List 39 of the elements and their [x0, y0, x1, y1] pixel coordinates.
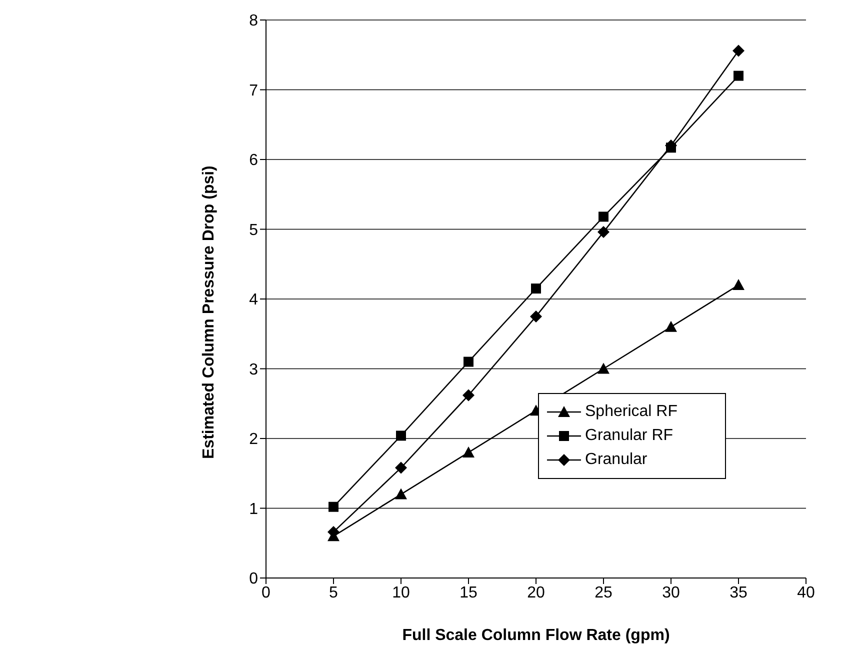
y-tick-label: 1 [249, 500, 258, 518]
point [396, 430, 406, 441]
x-axis-title: Full Scale Column Flow Rate (gpm) [402, 627, 670, 644]
y-tick-label: 4 [249, 292, 258, 309]
point [732, 44, 744, 57]
y-tick-label: 6 [249, 152, 258, 170]
point [464, 356, 474, 367]
point [395, 488, 407, 500]
point [530, 310, 542, 322]
x-tick-label: 5 [329, 584, 338, 602]
x-tick-label: 15 [460, 584, 478, 602]
point [395, 462, 407, 474]
x-tick-label: 40 [797, 584, 815, 602]
x-tick-label: 25 [594, 584, 612, 602]
x-tick-label: 0 [262, 584, 271, 602]
x-tick-label: 30 [662, 584, 680, 602]
point [665, 320, 677, 332]
y-axis-title: Estimated Column Pressure Drop (psi) [200, 166, 218, 459]
point [328, 502, 338, 512]
y-tick-label: 7 [249, 82, 258, 100]
x-tick-label: 20 [527, 584, 545, 602]
point [734, 70, 744, 81]
y-tick-label: 0 [249, 570, 258, 588]
point [462, 446, 474, 458]
point [531, 284, 541, 294]
point [598, 362, 610, 374]
point [598, 212, 608, 222]
x-tick-label: 10 [392, 584, 410, 602]
y-tick-label: 5 [249, 222, 258, 239]
legend-label: Spherical RF [585, 403, 678, 421]
y-tick-label: 3 [249, 361, 258, 378]
legend-label: Granular RF [585, 427, 674, 445]
y-tick-label: 2 [249, 431, 258, 448]
point [598, 226, 610, 238]
y-tick-label: 8 [249, 12, 258, 30]
x-tick-label: 35 [730, 584, 748, 602]
point [732, 279, 744, 290]
point [462, 389, 474, 402]
legend-label: Granular [585, 451, 648, 469]
